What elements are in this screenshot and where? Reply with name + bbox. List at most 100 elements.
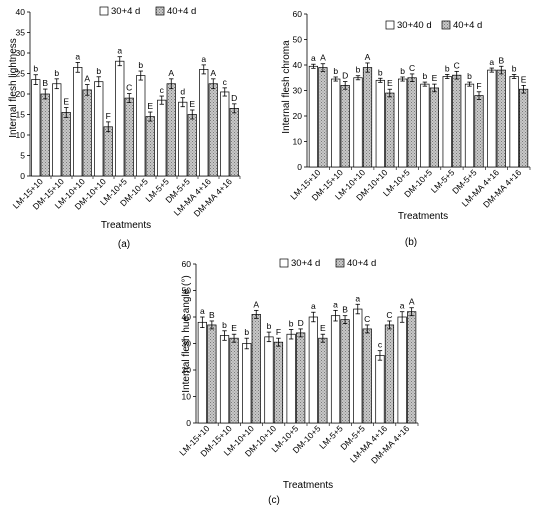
bar-series2 [340, 319, 350, 424]
bar-series2 [452, 74, 462, 168]
significance-letter: A [409, 297, 415, 307]
bar-series2 [429, 87, 439, 168]
significance-letter: E [63, 97, 69, 107]
significance-letter: A [210, 68, 216, 78]
significance-letter: A [320, 53, 326, 63]
y-tick-label: 10 [16, 130, 26, 140]
significance-letter: b [267, 321, 272, 331]
significance-letter: F [276, 327, 281, 337]
legend-label: 30+40 d [397, 20, 432, 31]
bar-series2 [82, 89, 92, 177]
significance-letter: b [512, 63, 517, 73]
bar-series1 [398, 78, 408, 168]
legend-swatch [279, 258, 289, 268]
y-tick-label: 60 [182, 259, 192, 269]
significance-letter: B [342, 305, 348, 315]
chart-c-xlabel: Treatments [283, 480, 333, 491]
significance-letter: A [365, 52, 371, 62]
significance-letter: C [454, 60, 460, 70]
bar-series1 [220, 91, 230, 177]
bar-series1 [308, 316, 318, 424]
chart-b-xlabel: Treatments [398, 211, 448, 222]
y-tick-label: 40 [182, 312, 192, 322]
significance-letter: b [289, 318, 294, 328]
y-tick-label: 20 [293, 111, 303, 121]
y-tick-label: 60 [293, 9, 303, 19]
bar-series1 [219, 335, 230, 424]
bar-series1 [464, 83, 475, 168]
significance-letter: b [222, 320, 227, 330]
y-tick-label: 20 [182, 365, 192, 375]
bar-series1 [136, 75, 146, 177]
y-tick-label: 5 [20, 151, 25, 161]
legend-swatch [99, 6, 109, 16]
bar-series2 [251, 314, 261, 424]
y-tick-label: 0 [297, 162, 302, 172]
bar-series1 [157, 99, 167, 177]
bar-series1 [178, 101, 188, 177]
bar-series2 [296, 332, 306, 424]
significance-letter: F [106, 111, 111, 121]
chart-c-ylabel: Internal flesh hue angle (°) [181, 275, 192, 392]
significance-letter: b [33, 64, 38, 74]
bar-series2 [124, 97, 134, 177]
bar-series1 [420, 83, 430, 168]
significance-letter: F [476, 81, 481, 91]
significance-letter: E [231, 323, 237, 333]
chart-a-ylabel: Internal flesh lightness [8, 38, 19, 138]
bar-series1 [353, 308, 363, 424]
bar-series1 [442, 76, 452, 168]
significance-letter: b [138, 60, 143, 70]
significance-letter: a [489, 57, 494, 67]
significance-letter: a [75, 51, 80, 61]
bar-series2 [362, 328, 372, 424]
bar-series2 [229, 107, 239, 177]
legend-swatch [155, 6, 165, 16]
bar-series1 [375, 79, 385, 168]
significance-letter: A [253, 299, 259, 309]
bar-series2 [61, 112, 71, 177]
significance-letter: A [84, 74, 90, 84]
significance-letter: b [445, 63, 450, 73]
significance-letter: C [126, 83, 132, 93]
significance-letter: c [378, 340, 383, 350]
bar-series1 [509, 76, 519, 168]
y-tick-label: 50 [293, 35, 303, 45]
legend-label: 40+4 d [347, 258, 376, 269]
bar-series2 [229, 337, 239, 424]
legend-swatch [385, 20, 395, 30]
panel-c-label: (c) [268, 495, 280, 506]
chart-a-xlabel: Treatments [101, 220, 151, 231]
bar-series1 [375, 355, 385, 424]
bar-series2 [407, 77, 417, 168]
significance-letter: D [342, 71, 348, 81]
significance-letter: E [432, 73, 438, 83]
bar-series2 [207, 324, 217, 424]
significance-letter: b [467, 71, 472, 81]
bar-series2 [384, 324, 395, 424]
y-tick-label: 50 [182, 286, 192, 296]
significance-letter: d [180, 87, 185, 97]
significance-letter: b [244, 327, 249, 337]
significance-letter: a [311, 53, 316, 63]
significance-letter: D [231, 93, 237, 103]
bar-series1 [115, 60, 125, 177]
bar-series1 [331, 78, 341, 168]
bar-series1 [242, 343, 252, 424]
bar-series1 [199, 69, 209, 177]
legend-label: 40+4 d [167, 6, 196, 17]
significance-letter: C [409, 63, 415, 73]
bar-series1 [31, 79, 41, 177]
bar-series2 [208, 83, 218, 177]
significance-letter: a [117, 46, 122, 56]
panel-b-label: (b) [405, 237, 417, 248]
bar-series1 [330, 315, 341, 424]
y-tick-label: 40 [293, 60, 303, 70]
legend-label: 30+4 d [111, 6, 140, 17]
significance-letter: A [168, 68, 174, 78]
bar-series2 [407, 311, 417, 424]
bar-series2 [340, 85, 350, 168]
y-tick-label: 15 [16, 110, 26, 120]
legend-swatch [441, 20, 451, 30]
y-tick-label: 0 [186, 418, 191, 428]
